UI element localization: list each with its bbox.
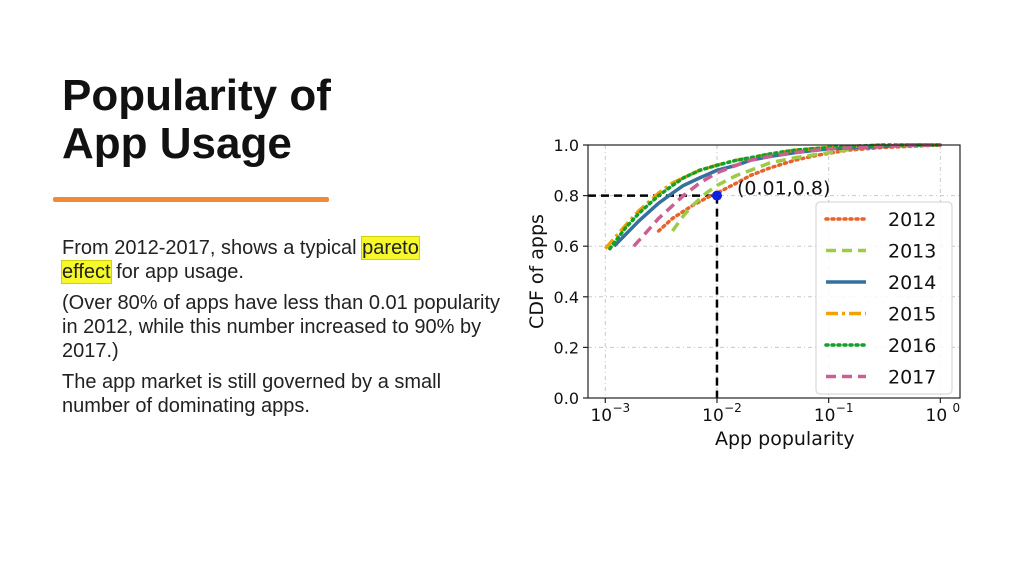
slide-body: From 2012-2017, shows a typical pareto ef… [61, 236, 502, 425]
slide-title-line-1: Popularity of [62, 71, 331, 120]
annotation-label: (0.01,0.8) [737, 178, 830, 200]
paragraph-stats: (Over 80% of apps have less than 0.01 po… [62, 292, 501, 362]
y-tick-label: 0.2 [554, 338, 579, 357]
paragraph-pareto: From 2012-2017, shows a typical pareto ef… [61, 236, 502, 284]
y-tick-label: 1.0 [554, 136, 579, 155]
title-underline [53, 197, 329, 202]
slide-title-line-2: App Usage [62, 119, 292, 168]
highlight-effect: effect [61, 260, 112, 284]
x-tick-label: 10 [590, 406, 612, 426]
x-tick-exponent: −1 [836, 401, 854, 415]
y-tick-label: 0.0 [554, 389, 579, 408]
y-tick-label: 0.4 [554, 288, 579, 307]
series-line-2017 [632, 143, 941, 248]
x-tick-exponent: −3 [612, 401, 630, 415]
slide-title: Popularity of App Usage [62, 72, 482, 168]
legend-label-2014: 2014 [888, 272, 936, 294]
highlight-pareto: pareto [361, 236, 420, 260]
y-tick-label: 0.8 [554, 187, 579, 206]
x-tick-exponent: 0 [953, 401, 961, 415]
cdf-chart-svg: (0.01,0.8)0.00.20.40.60.81.010 −3 10 −2 10 −1… [526, 136, 961, 450]
legend-label-2017: 2017 [888, 367, 936, 389]
paragraph-pareto-text-a: From 2012-2017, shows a typical [62, 237, 363, 259]
legend-label-2016: 2016 [888, 335, 936, 357]
cdf-chart: (0.01,0.8) 0.0 0.2 0.4 0.6 0.8 1.0 10 −3 10 −2 10 −1… [520, 130, 980, 460]
x-tick-label: 10 [926, 406, 948, 426]
paragraph-conclusion: The app market is still governed by a sm… [62, 371, 442, 417]
plot-frame [587, 144, 961, 399]
x-tick-label: 10 [814, 406, 836, 426]
legend-label-2012: 2012 [888, 209, 936, 231]
y-tick-label: 0.6 [554, 237, 579, 256]
y-axis-label: CDF of apps [526, 214, 548, 329]
legend-label-2013: 2013 [888, 241, 936, 263]
legend-label-2015: 2015 [888, 304, 936, 326]
paragraph-pareto-text-b: for app usage. [110, 261, 244, 283]
x-tick-label: 10 [702, 406, 724, 426]
x-tick-exponent: −2 [724, 401, 742, 415]
x-axis-label: App popularity [715, 428, 855, 450]
annotation-point [711, 190, 722, 201]
